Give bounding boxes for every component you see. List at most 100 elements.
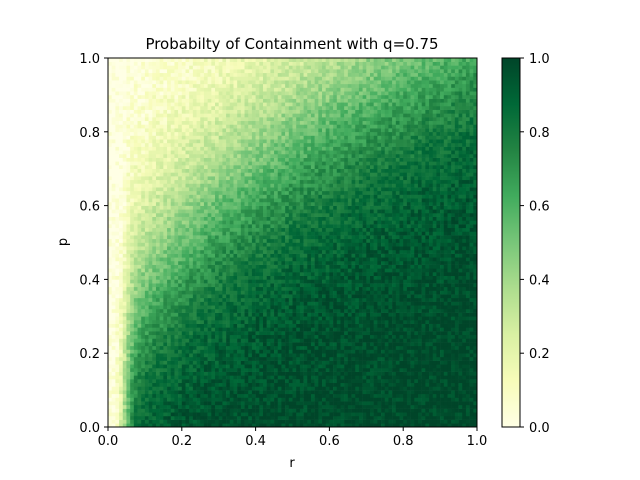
heatmap-cell [388,327,393,332]
heatmap-cell [392,408,397,413]
heatmap-cell [167,312,172,317]
heatmap-cell [167,272,172,277]
heatmap-cell [207,393,212,398]
heatmap-cell [237,379,242,384]
heatmap-cell [325,327,330,332]
heatmap-cell [159,371,164,376]
heatmap-cell [203,360,208,365]
heatmap-cell [347,290,352,295]
heatmap-cell [285,297,290,302]
heatmap-cell [403,397,408,402]
heatmap-cell [137,264,142,269]
heatmap-cell [465,367,470,372]
heatmap-cell [141,268,146,273]
heatmap-cell [130,290,135,295]
heatmap-cell [421,401,426,406]
heatmap-cell [167,283,172,288]
heatmap-cell [310,379,315,384]
heatmap-cell [170,419,175,424]
heatmap-cell [288,382,293,387]
heatmap-cell [421,327,426,332]
heatmap-cell [462,386,467,391]
heatmap-cell [207,316,212,321]
heatmap-cell [192,404,197,409]
heatmap-cell [122,272,127,277]
heatmap-cell [469,319,474,324]
heatmap-cell [229,342,234,347]
heatmap-cell [215,415,219,420]
heatmap-cell [255,342,260,347]
heatmap-cell [248,390,253,395]
heatmap-cell [259,345,264,350]
heatmap-cell [159,397,164,402]
heatmap-cell [451,386,456,391]
heatmap-cell [403,316,408,321]
heatmap-cell [126,301,131,306]
heatmap-cell [355,308,360,313]
heatmap-cell [274,297,279,302]
heatmap-cell [174,397,179,402]
heatmap-cell [429,312,434,317]
heatmap-cell [329,404,334,409]
heatmap-cell [141,367,146,372]
heatmap-cell [141,253,146,258]
heatmap-cell [347,386,352,391]
heatmap-cell [189,334,194,339]
heatmap-cell [192,316,197,321]
heatmap-cell [167,379,172,384]
heatmap-cell [325,286,330,291]
heatmap-cell [333,382,338,387]
heatmap-cell [181,367,186,372]
heatmap-cell [266,257,271,262]
heatmap-cell [233,364,238,369]
heatmap-cell [266,371,271,376]
heatmap-cell [170,401,175,406]
heatmap-cell [465,249,470,254]
heatmap-cell [122,242,127,247]
heatmap-cell [292,327,297,332]
heatmap-cell [440,242,445,247]
heatmap-cell [299,338,304,343]
heatmap-cell [229,415,234,420]
heatmap-cell [174,334,179,339]
heatmap-cell [458,364,463,369]
heatmap-cell [447,301,452,306]
heatmap-cell [336,249,341,254]
heatmap-cell [318,382,323,387]
heatmap-cell [133,404,138,409]
heatmap-cell [152,312,157,317]
heatmap-cell [333,331,338,336]
heatmap-cell [262,356,267,361]
heatmap-cell [307,338,312,343]
heatmap-cell [392,327,397,332]
heatmap-cell [126,264,131,269]
heatmap-cell [288,253,293,258]
heatmap-cell [443,308,448,313]
heatmap-cell [310,401,315,406]
heatmap-cell [119,364,124,369]
heatmap-cell [473,327,478,332]
heatmap-cell [119,316,124,321]
heatmap-cell [274,279,279,284]
heatmap-cell [122,412,127,417]
heatmap-cell [303,412,308,417]
heatmap-cell [163,415,168,420]
heatmap-cell [358,249,363,254]
heatmap-cell [436,419,441,424]
heatmap-cell [178,342,183,347]
heatmap-cell [163,242,168,247]
heatmap-cell [399,401,404,406]
heatmap-cell [255,283,260,288]
heatmap-cell [314,316,319,321]
heatmap-cell [296,260,301,265]
heatmap-cell [203,379,208,384]
heatmap-cell [344,386,349,391]
heatmap-cell [170,353,175,358]
heatmap-cell [266,268,271,273]
heatmap-cell [333,323,338,328]
heatmap-cell [399,316,404,321]
heatmap-cell [185,375,190,380]
heatmap-cell [233,305,238,310]
heatmap-cell [270,364,275,369]
heatmap-cell [351,253,356,258]
